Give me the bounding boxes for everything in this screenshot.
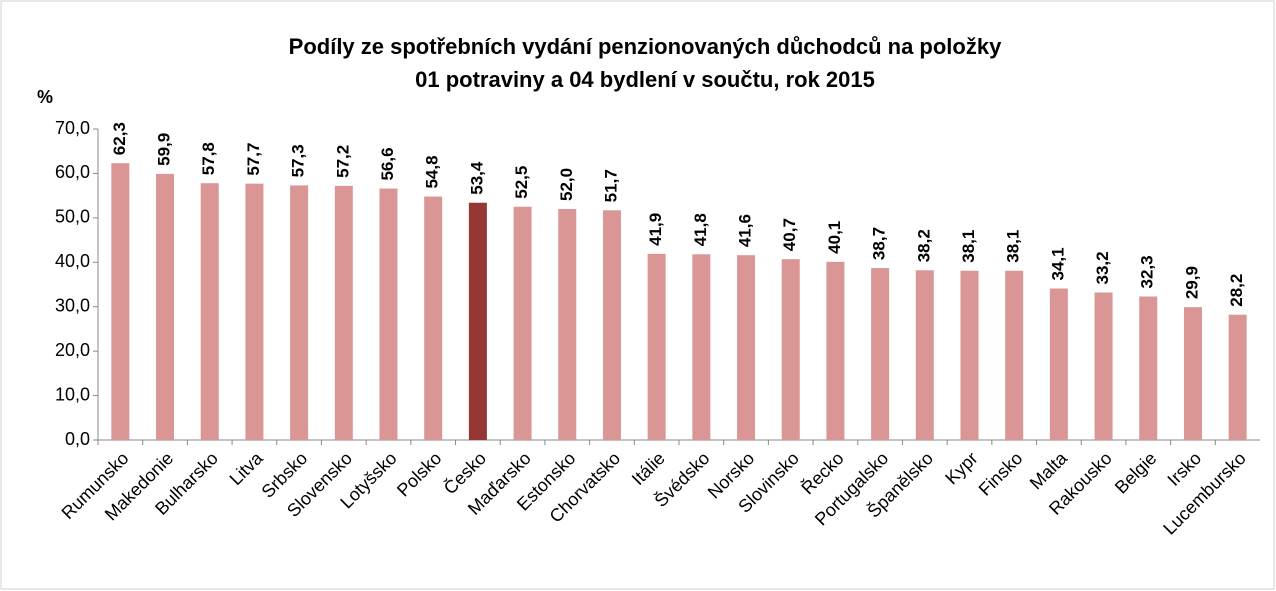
bar [1228,314,1247,440]
bar [1094,292,1113,440]
bar [871,268,890,440]
bar [245,183,264,440]
data-label: 41,8 [691,213,710,246]
data-label: 53,4 [467,161,486,195]
bar [334,185,353,440]
data-label: 41,6 [736,214,755,247]
bar [692,254,711,440]
bar [737,255,756,440]
y-tick-label: 30,0 [55,295,90,315]
data-label: 41,9 [646,213,665,246]
data-label: 40,1 [825,221,844,254]
bar [826,261,845,440]
bar [558,208,577,440]
bar [781,259,800,440]
bar [424,196,443,440]
data-label: 56,6 [378,147,397,180]
data-label: 38,1 [1004,230,1023,263]
bar [468,202,487,440]
bar [156,173,175,440]
bar [290,185,309,440]
chart-title: 01 potraviny a 04 bydlení v součtu, rok … [415,67,875,92]
bar [960,270,979,440]
data-label: 32,3 [1138,255,1157,288]
data-label: 34,1 [1048,247,1067,280]
data-label: 57,2 [333,145,352,178]
data-label: 38,7 [870,227,889,260]
data-label: 59,9 [155,133,174,166]
data-label: 40,7 [780,218,799,251]
data-label: 52,5 [512,166,531,199]
bar [1049,288,1068,440]
y-tick-label: 70,0 [55,118,90,138]
bar [513,206,532,440]
data-label: 52,0 [557,168,576,201]
chart-title: Podíly ze spotřebních vydání penzionovan… [289,34,1002,59]
bar [602,210,621,440]
y-tick-label: 20,0 [55,340,90,360]
bar [1183,307,1202,440]
y-axis-label: % [37,87,53,107]
data-label: 54,8 [423,155,442,188]
y-tick-label: 10,0 [55,384,90,404]
data-label: 38,2 [914,229,933,262]
y-tick-label: 50,0 [55,207,90,227]
data-label: 33,2 [1093,251,1112,284]
data-label: 57,3 [289,144,308,177]
y-tick-label: 60,0 [55,162,90,182]
data-label: 57,7 [244,143,263,176]
bar [1139,296,1158,440]
data-label: 29,9 [1182,266,1201,299]
y-tick-label: 40,0 [55,251,90,271]
bar [379,188,398,440]
data-label: 38,1 [959,230,978,263]
data-label: 57,8 [199,142,218,175]
y-tick-label: 0,0 [65,429,90,449]
bar [915,270,934,440]
data-label: 62,3 [110,122,129,155]
bar [200,183,219,440]
data-label: 51,7 [601,169,620,202]
bar [647,253,666,440]
data-label: 28,2 [1227,274,1246,307]
bar [1005,270,1024,440]
bar [111,163,130,440]
